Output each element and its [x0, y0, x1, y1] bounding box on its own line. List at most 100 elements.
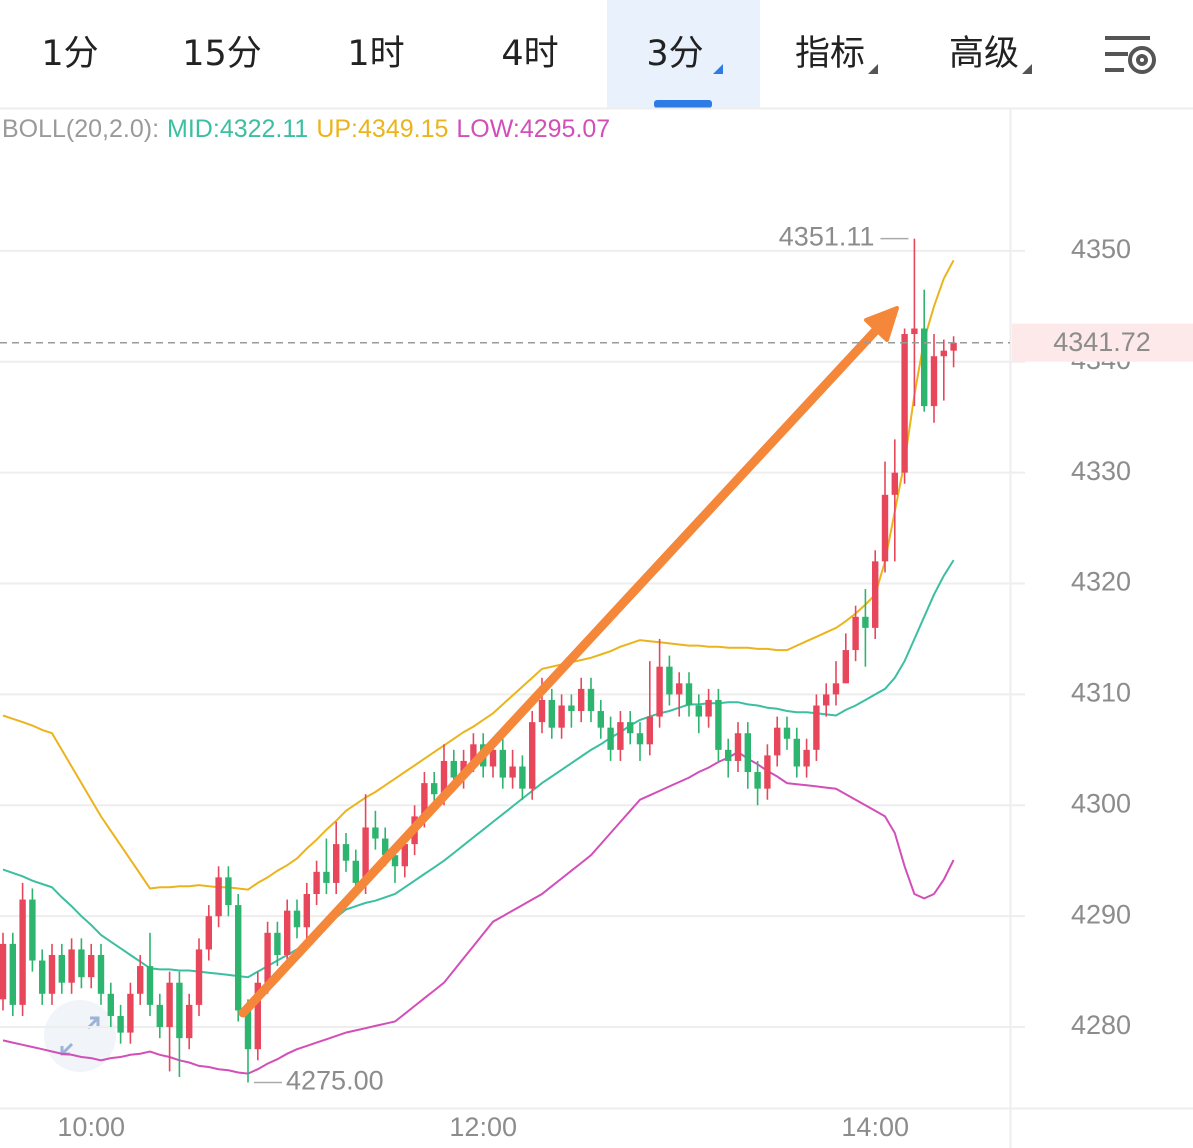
- candle-body: [117, 1015, 124, 1033]
- candle-body: [509, 766, 516, 778]
- candle-body: [685, 683, 693, 706]
- y-tick-label: 4290: [1071, 899, 1131, 929]
- candle-body: [774, 727, 781, 756]
- candle-body: [29, 899, 36, 961]
- y-tick-label: 4350: [1071, 234, 1131, 264]
- candle-body: [754, 772, 761, 789]
- candle-body: [617, 722, 624, 750]
- last-price-label: 4341.72: [1053, 327, 1151, 357]
- active-tab-underline: [654, 100, 712, 108]
- candle-body: [205, 916, 212, 950]
- candle-body: [88, 954, 95, 978]
- x-tick-label: 12:00: [449, 1112, 517, 1142]
- band-line: [2, 750, 955, 1075]
- candle-body: [9, 943, 16, 1005]
- legend-value: 4349.15: [358, 115, 448, 143]
- trend-arrow: [238, 306, 899, 1018]
- legend-name: LOW:: [456, 115, 519, 143]
- arrow-shaft: [238, 323, 883, 1018]
- candle-body: [284, 910, 291, 955]
- y-tick-label: 4310: [1071, 678, 1131, 708]
- candle-body: [842, 650, 849, 684]
- candle-body: [97, 954, 105, 994]
- y-tick-label: 4280: [1071, 1010, 1131, 1040]
- candle-body: [264, 932, 271, 983]
- candle-body: [636, 733, 644, 745]
- candle-body: [901, 334, 908, 473]
- candle-body: [58, 954, 65, 983]
- candle-body: [715, 699, 722, 750]
- candle-body: [676, 683, 683, 695]
- candle-body: [352, 860, 359, 883]
- candle-body: [391, 855, 399, 867]
- candle-body: [499, 749, 506, 778]
- tab-label[interactable]: 1时: [347, 34, 404, 74]
- expand-bg: [44, 1000, 116, 1072]
- candle-body: [78, 949, 85, 978]
- arrow-head: [864, 306, 899, 342]
- candle-body: [186, 1004, 193, 1039]
- candle-body: [764, 755, 771, 789]
- candle-body: [421, 783, 428, 817]
- band-line: [2, 559, 955, 979]
- candle-body: [450, 760, 457, 778]
- x-tick-label: 10:00: [57, 1112, 125, 1142]
- x-tick-label: 14:00: [841, 1112, 909, 1142]
- candle-body: [666, 666, 673, 695]
- candle-body: [607, 727, 614, 750]
- candle-body: [48, 954, 56, 994]
- candle-body: [793, 738, 800, 767]
- last-price-tag: [1012, 323, 1193, 362]
- candle-body: [558, 705, 565, 728]
- candle-body: [872, 561, 879, 628]
- candle-body: [342, 844, 350, 861]
- candle-body: [950, 342, 957, 351]
- tab-label[interactable]: 1分: [41, 34, 98, 74]
- legend-name: MID:: [167, 115, 220, 143]
- candle-body: [313, 871, 320, 894]
- icon-gear-hub: [1136, 54, 1148, 66]
- candle-body: [538, 699, 546, 723]
- candle-body: [156, 1004, 163, 1028]
- candle-body: [323, 871, 330, 883]
- candle-body: [127, 993, 134, 1033]
- candle-body: [176, 982, 183, 1039]
- tab-label[interactable]: 3分: [646, 34, 703, 74]
- candle-body: [803, 749, 810, 767]
- candle-body: [19, 899, 26, 1005]
- tab-label[interactable]: 高级: [949, 34, 1019, 74]
- candle-body: [744, 733, 751, 773]
- legend-value: 4295.07: [520, 115, 610, 143]
- expand-button[interactable]: [44, 1000, 116, 1072]
- candle-body: [656, 666, 663, 717]
- candle-body: [166, 982, 173, 1028]
- tab-label[interactable]: 指标: [795, 34, 865, 74]
- extreme-label: 4275.00: [286, 1066, 384, 1096]
- candle-body: [705, 699, 712, 717]
- legend-name: UP:: [316, 115, 358, 143]
- candle-body: [519, 766, 526, 789]
- candle-body: [832, 683, 840, 695]
- extreme-label: 4351.11: [779, 222, 875, 252]
- plot-area: 4280429043004310432043304340435010:0012:…: [0, 234, 1131, 1142]
- candle-body: [578, 688, 585, 712]
- settings-icon[interactable]: [1105, 36, 1156, 74]
- candle-body: [107, 993, 114, 1016]
- y-tick-label: 4330: [1071, 456, 1131, 486]
- dropdown-caret: [868, 64, 878, 74]
- candle-body: [362, 827, 369, 883]
- candle-body: [921, 328, 928, 407]
- candle-body: [244, 1010, 252, 1050]
- indicator-legend: BOLL(20,2.0): MID:4322.11 UP:4349.15 LOW:42…: [2, 115, 610, 143]
- candle-body: [529, 722, 536, 789]
- tab-label[interactable]: 4时: [501, 34, 558, 74]
- candle-body: [137, 966, 144, 994]
- candle-body: [823, 694, 830, 706]
- tab-label[interactable]: 15分: [182, 34, 262, 74]
- candle-body: [440, 760, 448, 795]
- candle-body: [303, 893, 310, 928]
- candle-body: [68, 949, 75, 983]
- icon-gear: [1128, 46, 1156, 74]
- candle-body: [597, 711, 604, 728]
